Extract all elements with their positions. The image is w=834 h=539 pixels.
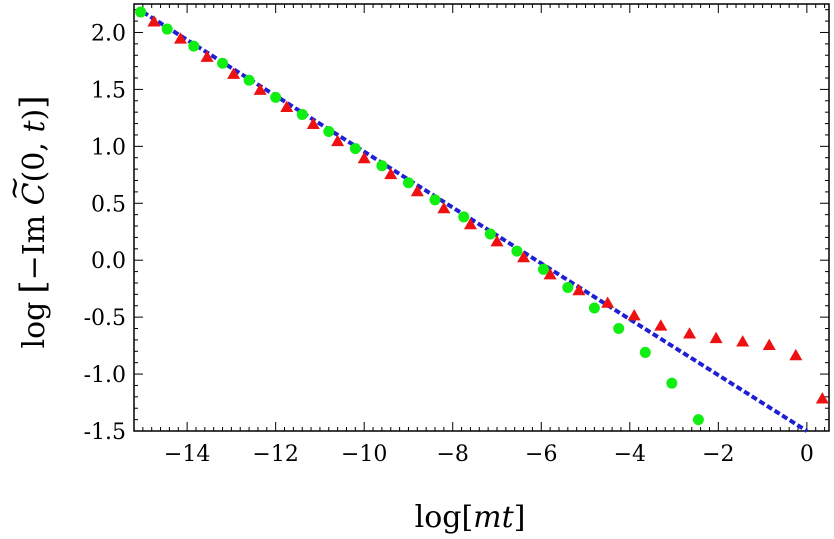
- y-tick-label: -0.5: [84, 306, 126, 331]
- circle-marker: [588, 302, 600, 314]
- triangle-marker: [463, 217, 477, 230]
- x-axis-label-var: mt: [473, 500, 514, 535]
- triangle-marker: [543, 268, 557, 280]
- triangle-marker: [601, 296, 615, 308]
- triangle-marker: [331, 134, 345, 147]
- x-axis-label: log[mt]: [415, 500, 526, 535]
- x-tick-label: 0: [800, 442, 814, 467]
- y-axis-label-im: −Im: [17, 215, 52, 280]
- fit-line-group: [141, 10, 808, 433]
- circle-marker: [270, 91, 282, 103]
- circle-marker: [639, 346, 651, 358]
- x-tick-label: −4: [614, 442, 646, 467]
- circle-marker: [243, 74, 255, 86]
- triangle-marker: [410, 184, 424, 197]
- y-axis-label-args: (0,: [17, 133, 52, 183]
- y-axis-label-paren-close: ): [17, 109, 52, 121]
- circle-marker: [562, 282, 574, 294]
- triangle-marker: [789, 348, 803, 361]
- triangle-marker: [490, 234, 504, 247]
- circle-marker: [296, 108, 308, 120]
- y-axis-label-tilde: ~: [0, 175, 32, 200]
- triangle-marker: [147, 15, 161, 27]
- y-axis-label-c: C: [17, 182, 52, 215]
- circle-marker: [511, 245, 523, 257]
- y-axis-label-log: log: [17, 302, 52, 349]
- plot-frame: [133, 3, 830, 432]
- triangle-marker: [627, 308, 641, 321]
- triangle-marker: [654, 319, 668, 331]
- circle-marker: [402, 177, 414, 189]
- x-axis-label-prefix: log[: [415, 500, 474, 535]
- triangle-marker: [517, 250, 531, 263]
- y-tick-label: 0.5: [91, 192, 126, 217]
- triangle-marker: [200, 50, 214, 62]
- circle-marker: [692, 414, 704, 426]
- y-axis-label-bracket-open: [: [13, 280, 53, 293]
- triangle-marker: [683, 327, 697, 339]
- triangle-marker: [384, 167, 398, 180]
- triangle-marker: [357, 151, 371, 164]
- x-axis-label-suffix: ]: [514, 500, 526, 535]
- y-axis-label: log [−Im C(0, t)]: [13, 96, 53, 349]
- y-axis-label-t: t: [17, 120, 52, 133]
- triangle-marker: [815, 392, 829, 404]
- circle-marker: [376, 160, 388, 172]
- x-tick-label: −6: [525, 442, 557, 467]
- circle-marker: [429, 194, 441, 206]
- triangle-marker: [306, 117, 320, 130]
- y-axis-label-bracket-close: ]: [13, 96, 53, 109]
- plot-frame-group: [133, 3, 830, 432]
- triangle-marker: [227, 67, 241, 79]
- y-tick-label: -1.0: [84, 363, 126, 388]
- circle-marker: [161, 23, 173, 35]
- y-tick-label: -1.5: [84, 420, 126, 445]
- circle-marker: [135, 6, 147, 18]
- circle-marker: [323, 126, 335, 138]
- x-tick-label: −14: [164, 442, 210, 467]
- triangle-marker: [762, 338, 776, 350]
- x-tick-label: −8: [437, 442, 469, 467]
- circle-marker: [217, 57, 229, 69]
- fit-line: [141, 10, 808, 433]
- triangle-marker: [253, 83, 267, 95]
- x-tick-label: −12: [252, 442, 298, 467]
- circle-marker: [537, 263, 549, 275]
- tick-labels-group: −14 −12 −10 −8 −6 −4 −2 0 2.0 1.5 1.0 0.5 0.0 -0.5 -1.…: [84, 21, 814, 467]
- x-tick-label: −2: [702, 442, 734, 467]
- triangle-marker: [572, 283, 586, 296]
- circle-marker: [458, 211, 470, 223]
- triangle-marker: [736, 335, 750, 347]
- triangle-marker: [280, 100, 294, 112]
- circle-marker: [484, 228, 496, 240]
- y-tick-label: 1.5: [91, 78, 126, 103]
- circle-marker: [666, 377, 678, 389]
- circle-marker: [349, 143, 361, 155]
- y-tick-label: 2.0: [91, 21, 126, 46]
- triangle-marker: [173, 32, 187, 44]
- y-tick-label: 1.0: [91, 135, 126, 160]
- markers-group: [135, 6, 829, 426]
- triangle-marker: [709, 331, 723, 344]
- y-tick-label: 0.0: [91, 249, 126, 274]
- circle-marker: [613, 323, 625, 335]
- ticks-group: [133, 4, 829, 432]
- triangle-marker: [437, 201, 451, 214]
- circle-marker: [188, 40, 200, 52]
- x-tick-label: −10: [341, 442, 387, 467]
